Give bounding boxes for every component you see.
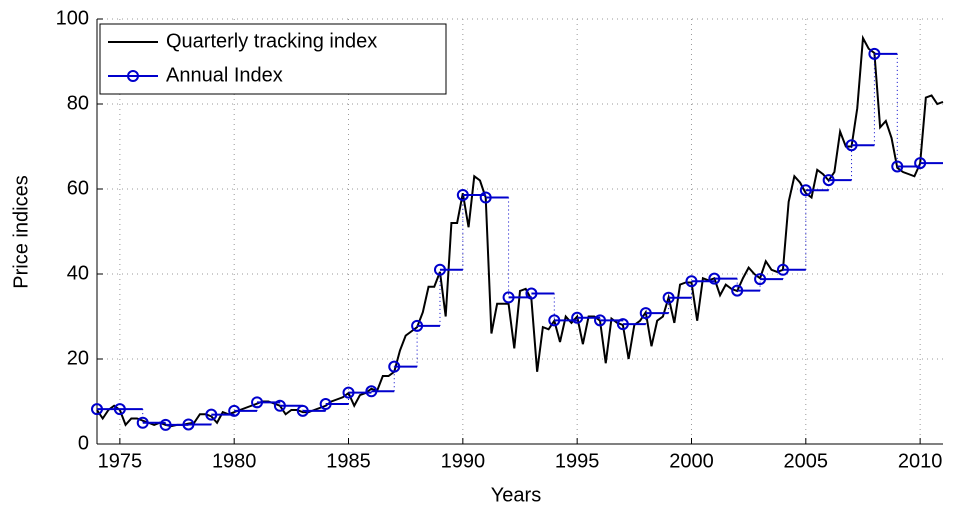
legend-box: [99, 23, 447, 95]
marker: [136, 416, 149, 429]
marker: [776, 263, 789, 276]
marker: [388, 360, 401, 373]
marker: [845, 139, 858, 152]
marker: [296, 404, 309, 417]
marker: [479, 191, 492, 204]
legend-marker: [127, 70, 139, 82]
marker: [273, 399, 286, 412]
marker: [548, 314, 561, 327]
marker: [754, 273, 767, 286]
marker: [662, 291, 675, 304]
marker: [433, 263, 446, 276]
x-tick-label: 1975: [98, 450, 143, 472]
marker: [571, 311, 584, 324]
marker: [205, 408, 218, 421]
marker: [91, 403, 103, 416]
marker: [799, 184, 812, 197]
marker: [411, 319, 424, 332]
y-tick-label: 40: [67, 262, 89, 284]
x-tick-label: 2000: [669, 450, 714, 472]
marker: [685, 275, 698, 288]
legend-label: Annual Index: [166, 64, 283, 86]
line: [96, 34, 944, 428]
x-tick-label: 1985: [326, 450, 371, 472]
y-tick-label: 60: [67, 177, 89, 199]
y-tick-label: 20: [67, 347, 89, 369]
marker: [822, 174, 835, 187]
x-axis-label: Years: [491, 484, 541, 506]
marker: [159, 418, 172, 431]
marker: [868, 47, 881, 60]
marker: [251, 396, 264, 409]
marker: [891, 160, 904, 173]
marker: [342, 386, 355, 399]
marker: [914, 157, 927, 170]
x-tick-label: 2005: [784, 450, 829, 472]
marker: [182, 418, 195, 431]
y-axis-label: Price indices: [10, 175, 32, 288]
marker: [594, 314, 607, 327]
marker: [731, 284, 744, 297]
marker: [708, 272, 721, 285]
marker: [319, 398, 332, 411]
marker: [113, 403, 126, 416]
y-tick-label: 0: [78, 432, 89, 454]
x-tick-label: 1990: [441, 450, 486, 472]
y-tick-label: 100: [56, 7, 89, 29]
x-tick-label: 2010: [898, 450, 943, 472]
marker: [525, 287, 538, 300]
marker: [502, 291, 515, 304]
legend-label: Quarterly tracking index: [166, 30, 377, 52]
marker: [456, 188, 469, 201]
marker: [616, 318, 629, 331]
marker: [228, 404, 241, 417]
y-tick-label: 80: [67, 92, 89, 114]
x-tick-label: 1980: [212, 450, 257, 472]
x-tick-label: 1995: [555, 450, 600, 472]
marker: [639, 307, 652, 320]
marker: [365, 385, 378, 398]
